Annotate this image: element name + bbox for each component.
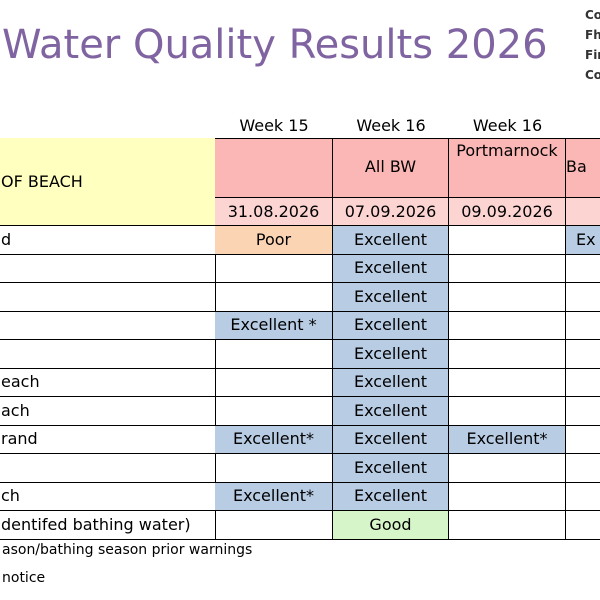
result: Good <box>333 511 449 540</box>
row-name <box>0 340 216 369</box>
result: Excellent <box>333 311 449 340</box>
name-header: OF BEACH <box>0 138 216 226</box>
result <box>215 340 333 369</box>
result <box>566 340 600 369</box>
date: 10. <box>566 198 600 226</box>
result <box>449 397 566 426</box>
result <box>566 426 600 454</box>
location: Portmarnock <box>449 139 566 198</box>
row-name <box>0 454 216 483</box>
result: Excellent <box>333 254 449 283</box>
date: 09.09.2026 <box>449 198 566 226</box>
week-label: Week 15 <box>239 116 309 135</box>
date: 31.08.2026 <box>215 198 333 226</box>
row-name: each <box>0 368 216 397</box>
result <box>215 511 333 540</box>
result <box>566 255 600 283</box>
week-label: Week 16 <box>356 116 426 135</box>
result <box>566 312 600 340</box>
result <box>566 397 600 426</box>
result: Excellent * <box>215 311 333 340</box>
result <box>449 511 566 540</box>
logo-text: Fin <box>585 48 600 62</box>
result <box>449 454 566 483</box>
week-label: Week 16 <box>472 116 543 135</box>
result <box>566 454 600 483</box>
title: Water Quality Results 2026 <box>2 22 548 68</box>
result: Poor <box>215 226 333 255</box>
location: All BW <box>333 139 449 198</box>
result <box>215 283 333 312</box>
result: Excellent <box>333 226 449 255</box>
result <box>566 511 600 540</box>
row-name: rand <box>0 425 216 454</box>
date: 07.09.2026 <box>333 198 449 226</box>
result: Excellent <box>333 283 449 312</box>
result: Excellent* <box>449 425 566 454</box>
logo-text: Co <box>585 8 600 22</box>
result <box>566 483 600 511</box>
result <box>449 368 566 397</box>
result: Excellent* <box>215 425 333 454</box>
location: Ba <box>566 139 600 198</box>
result <box>566 369 600 397</box>
result <box>449 311 566 340</box>
footnote: ason/bathing season prior warnings <box>2 542 253 558</box>
result: Excellent <box>333 425 449 454</box>
top-border <box>0 138 600 139</box>
row-name: d <box>0 226 216 255</box>
result <box>215 368 333 397</box>
result: Excellent <box>333 454 449 483</box>
row-name: dentifed bathing water) <box>0 511 216 540</box>
location <box>215 139 333 198</box>
result <box>215 454 333 483</box>
logo-text: Co <box>585 68 600 82</box>
result: Ex <box>566 226 600 255</box>
row-name <box>0 311 216 340</box>
row-name: ch <box>0 482 216 511</box>
footnote: notice <box>2 570 46 586</box>
week-label: W <box>566 113 600 139</box>
result <box>566 283 600 312</box>
result <box>449 283 566 312</box>
result: Excellent <box>333 397 449 426</box>
result <box>449 226 566 255</box>
result: Excellent <box>333 482 449 511</box>
result: Excellent* <box>215 482 333 511</box>
result <box>215 254 333 283</box>
row-name <box>0 254 216 283</box>
row-name: ach <box>0 397 216 426</box>
result: Excellent <box>333 368 449 397</box>
row-name <box>0 283 216 312</box>
logo-text: Fh <box>585 28 600 42</box>
result <box>449 254 566 283</box>
result <box>215 397 333 426</box>
result <box>449 482 566 511</box>
result <box>449 340 566 369</box>
result: Excellent <box>333 340 449 369</box>
